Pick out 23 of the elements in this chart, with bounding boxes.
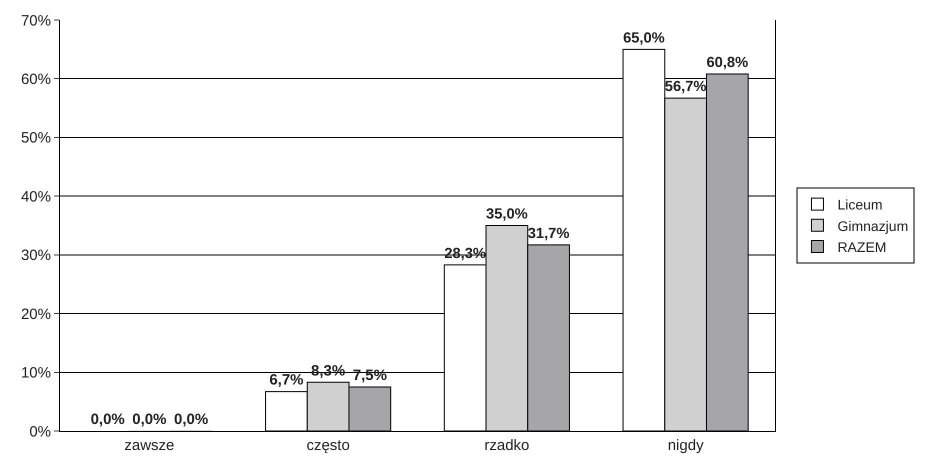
data-label: 0,0% xyxy=(174,411,208,428)
y-tick-label: 60% xyxy=(20,70,51,88)
legend-label: Liceum xyxy=(837,196,883,213)
y-tick-label: 30% xyxy=(20,247,51,264)
y-tick-label: 40% xyxy=(20,188,51,206)
legend-label: RAZEM xyxy=(837,238,886,255)
data-label: 31,7% xyxy=(528,226,570,242)
x-tick-label: zawsze xyxy=(124,437,174,454)
data-label: 0,0% xyxy=(90,411,125,428)
data-label: 6,7% xyxy=(269,372,304,389)
data-label: 60,8% xyxy=(706,55,748,72)
y-tick-label: 70% xyxy=(20,12,51,30)
x-tick-label: rzadko xyxy=(484,437,530,454)
data-label: 0,0% xyxy=(132,411,166,428)
legend-label: Gimnazjum xyxy=(837,218,908,234)
data-label: 35,0% xyxy=(486,206,528,223)
x-tick-label: często xyxy=(306,437,350,454)
y-tick-label: 0% xyxy=(29,423,51,440)
y-tick-label: 20% xyxy=(20,306,51,323)
y-tick-label: 10% xyxy=(20,364,51,382)
y-tick-label: 50% xyxy=(20,130,51,147)
x-tick-label: nigdy xyxy=(668,437,704,454)
data-label: 65,0% xyxy=(623,30,665,46)
